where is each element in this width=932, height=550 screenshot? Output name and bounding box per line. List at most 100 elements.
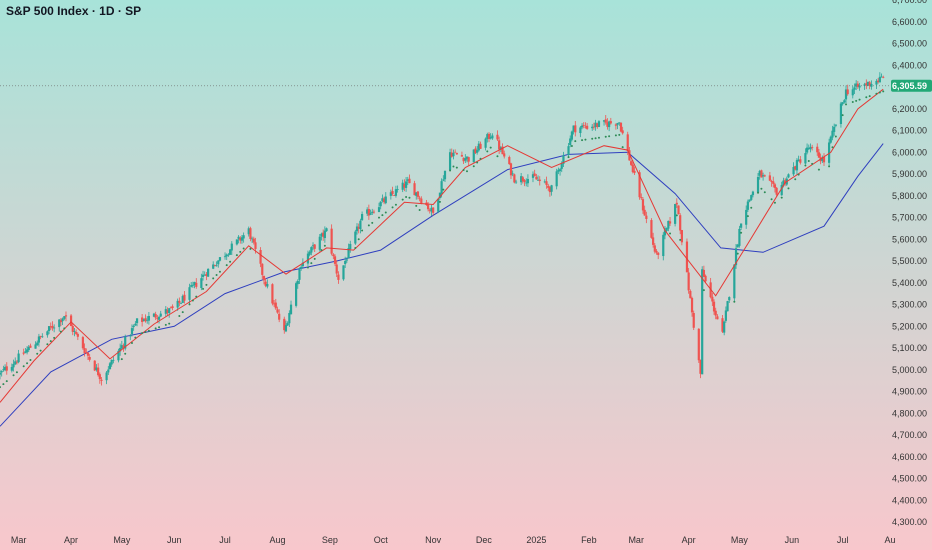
trail-dot: [797, 173, 800, 176]
candle: [829, 135, 832, 144]
candle: [381, 194, 384, 203]
candle: [555, 168, 558, 190]
trail-dot: [878, 91, 881, 94]
candle: [761, 172, 765, 181]
y-tick-label: 5,900.00: [892, 169, 927, 179]
candle: [300, 264, 303, 271]
candle: [289, 300, 293, 315]
trail-dot: [757, 191, 760, 194]
candle: [81, 335, 85, 350]
candle: [609, 117, 612, 125]
price-axis[interactable]: 4,300.00 4,400.00 4,500.00 4,600.00 4,700.00…: [892, 0, 927, 527]
candle: [450, 148, 453, 158]
candle: [337, 271, 340, 284]
trail-dot: [191, 299, 194, 302]
candle: [736, 243, 739, 248]
candle: [822, 153, 826, 166]
candle: [344, 256, 347, 268]
candle: [663, 226, 667, 240]
candle: [345, 257, 348, 263]
candle: [264, 278, 267, 288]
x-tick-label: Jun: [785, 535, 800, 545]
trail-dot: [394, 203, 397, 206]
candle: [415, 191, 418, 200]
candle: [306, 250, 310, 266]
candle: [296, 279, 299, 289]
trail-dot: [594, 137, 597, 140]
candle: [604, 115, 607, 125]
trail-dot: [154, 327, 157, 330]
candle: [533, 169, 536, 177]
candle: [190, 281, 193, 288]
trail-dot: [141, 332, 144, 335]
trail-dot: [773, 201, 776, 204]
candle: [69, 314, 73, 327]
candle: [795, 158, 799, 175]
candle: [701, 266, 704, 375]
candle: [359, 218, 362, 234]
trail-dot: [604, 135, 607, 138]
trail-dot: [608, 135, 611, 138]
candle: [354, 229, 357, 245]
candle: [616, 122, 619, 130]
candle: [124, 334, 127, 351]
candle: [416, 191, 420, 200]
candle: [393, 194, 396, 196]
candle: [200, 273, 203, 291]
trail-dot: [195, 295, 198, 298]
candle: [141, 313, 144, 327]
candle: [71, 322, 74, 336]
trail-dot: [384, 211, 387, 214]
trail-dot: [465, 170, 468, 173]
candle: [428, 208, 431, 214]
candle: [298, 267, 301, 285]
ma-fast-line: [0, 88, 884, 403]
trail-dot: [570, 145, 573, 148]
candle: [827, 138, 831, 167]
candle: [668, 217, 672, 227]
trail-dot: [408, 196, 411, 199]
candle: [46, 330, 49, 338]
candle: [47, 326, 51, 335]
candle: [147, 312, 150, 325]
time-axis[interactable]: Mar Apr May Jun Jul Aug Sep Oct Nov Dec 2025 Feb Mar…: [11, 535, 896, 545]
candle: [286, 321, 289, 326]
y-tick-label: 5,600.00: [892, 234, 927, 244]
candle: [51, 321, 54, 331]
trail-dot: [736, 252, 739, 255]
candle: [63, 316, 66, 321]
candle: [817, 148, 821, 158]
candle: [98, 372, 101, 384]
candle: [657, 252, 660, 260]
candle: [146, 316, 149, 324]
candle: [580, 123, 584, 130]
trail-dot: [845, 103, 848, 106]
candle: [570, 130, 574, 142]
candle: [674, 203, 677, 227]
candle: [760, 169, 763, 178]
candle: [455, 152, 458, 155]
trail-dot: [215, 274, 218, 277]
candle: [746, 199, 749, 212]
candle: [521, 175, 524, 184]
candle: [640, 193, 643, 200]
candle: [266, 279, 269, 289]
trail-dot: [306, 266, 309, 269]
trail-dot: [841, 114, 844, 117]
candle: [5, 362, 8, 375]
candle: [271, 283, 274, 306]
candle: [454, 149, 457, 153]
y-tick-label: 4,700.00: [892, 430, 927, 440]
candle: [816, 143, 819, 156]
chart-title: S&P 500 Index · 1D · SP: [6, 4, 142, 18]
candle: [88, 354, 91, 362]
trail-dot: [489, 146, 492, 149]
trail-dot: [313, 257, 316, 260]
candle: [347, 243, 350, 259]
candle: [643, 205, 646, 216]
y-tick-label: 5,200.00: [892, 321, 927, 331]
trail-dot: [46, 343, 49, 346]
candle: [330, 224, 333, 256]
trail-dot: [760, 187, 763, 190]
